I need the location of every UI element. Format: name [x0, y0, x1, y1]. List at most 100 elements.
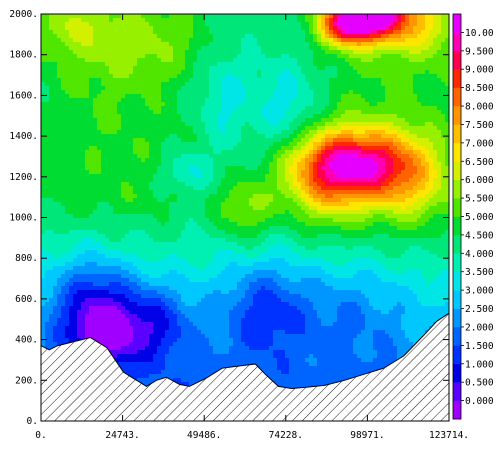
field-cell [261, 26, 266, 31]
field-cell [241, 122, 246, 127]
field-cell [173, 30, 178, 35]
field-cell [365, 178, 370, 183]
field-cell [257, 66, 262, 71]
field-cell [313, 130, 318, 135]
field-cell [313, 38, 318, 43]
field-cell [189, 114, 194, 119]
field-cell [365, 150, 370, 155]
field-cell [193, 94, 198, 99]
field-cell [137, 110, 142, 115]
field-cell [349, 86, 354, 91]
field-cell [157, 114, 162, 119]
field-cell [49, 74, 54, 79]
field-cell [257, 42, 262, 47]
field-cell [209, 62, 214, 67]
field-cell [189, 110, 194, 115]
field-cell [49, 18, 54, 23]
field-cell [225, 182, 230, 187]
field-cell [433, 118, 438, 123]
field-cell [409, 186, 414, 191]
field-cell [85, 78, 90, 83]
field-cell [101, 166, 106, 171]
field-cell [417, 30, 422, 35]
field-cell [357, 34, 362, 39]
field-cell [157, 62, 162, 67]
field-cell [297, 110, 302, 115]
field-cell [69, 102, 74, 107]
field-cell [205, 34, 210, 39]
field-cell [97, 106, 102, 111]
field-cell [45, 130, 50, 135]
field-cell [157, 110, 162, 115]
field-cell [305, 26, 310, 31]
field-cell [289, 50, 294, 55]
field-cell [389, 114, 394, 119]
field-cell [93, 186, 98, 191]
field-cell [93, 98, 98, 103]
field-cell [113, 66, 118, 71]
field-cell [189, 18, 194, 23]
field-cell [77, 26, 82, 31]
field-cell [281, 118, 286, 123]
field-cell [373, 158, 378, 163]
field-cell [305, 46, 310, 51]
field-cell [253, 66, 258, 71]
field-cell [225, 38, 230, 43]
field-cell [357, 158, 362, 163]
field-cell [225, 202, 230, 207]
field-cell [249, 110, 254, 115]
field-cell [313, 198, 318, 203]
field-cell [429, 154, 434, 159]
field-cell [93, 194, 98, 199]
field-cell [125, 170, 130, 175]
field-cell [145, 150, 150, 155]
field-cell [185, 194, 190, 199]
field-cell [281, 126, 286, 131]
field-cell [321, 138, 326, 143]
field-cell [137, 138, 142, 143]
field-cell [377, 202, 382, 207]
field-cell [325, 22, 330, 27]
field-cell [357, 154, 362, 159]
field-cell [181, 150, 186, 155]
field-cell [181, 58, 186, 63]
field-cell [233, 114, 238, 119]
field-cell [121, 90, 126, 95]
field-cell [101, 130, 106, 135]
field-cell [169, 26, 174, 31]
field-cell [253, 62, 258, 67]
field-cell [45, 194, 50, 199]
field-cell [85, 154, 90, 159]
field-cell [377, 154, 382, 159]
field-cell [281, 58, 286, 63]
field-cell [337, 30, 342, 35]
field-cell [65, 110, 70, 115]
field-cell [257, 146, 262, 151]
field-cell [169, 190, 174, 195]
field-cell [397, 126, 402, 131]
field-cell [277, 114, 282, 119]
field-cell [149, 106, 154, 111]
field-cell [233, 158, 238, 163]
field-cell [309, 118, 314, 123]
field-cell [93, 22, 98, 27]
field-cell [361, 86, 366, 91]
field-cell [341, 206, 346, 211]
field-cell [253, 54, 258, 59]
field-cell [213, 82, 218, 87]
field-cell [349, 106, 354, 111]
field-cell [389, 110, 394, 115]
field-cell [65, 106, 70, 111]
field-cell [433, 130, 438, 135]
field-cell [177, 174, 182, 179]
field-cell [425, 202, 430, 207]
field-cell [77, 198, 82, 203]
field-cell [401, 90, 406, 95]
field-cell [117, 190, 122, 195]
field-cell [245, 74, 250, 79]
field-cell [333, 150, 338, 155]
field-cell [113, 106, 118, 111]
field-cell [377, 138, 382, 143]
field-cell [209, 26, 214, 31]
field-cell [93, 138, 98, 143]
